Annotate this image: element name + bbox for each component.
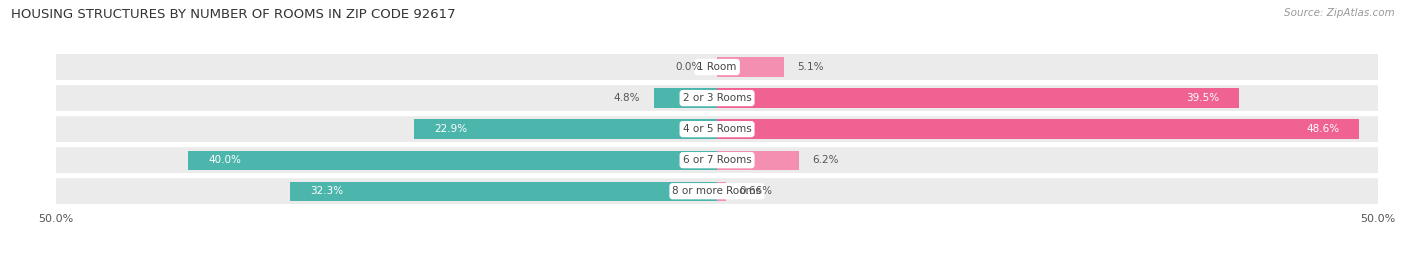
Bar	[56, 116, 1378, 142]
Bar	[717, 57, 785, 77]
Bar	[654, 89, 717, 108]
Bar	[56, 54, 1378, 80]
Bar	[415, 119, 717, 139]
Text: 32.3%: 32.3%	[309, 186, 343, 196]
Bar	[188, 151, 717, 170]
Bar	[717, 89, 1239, 108]
Bar	[290, 182, 717, 201]
Text: 0.0%: 0.0%	[675, 62, 702, 72]
Text: 8 or more Rooms: 8 or more Rooms	[672, 186, 762, 196]
Bar	[717, 119, 1360, 139]
Text: 4 or 5 Rooms: 4 or 5 Rooms	[683, 124, 751, 134]
Bar	[717, 151, 799, 170]
Text: Source: ZipAtlas.com: Source: ZipAtlas.com	[1284, 8, 1395, 18]
Bar	[56, 85, 1378, 111]
Text: 40.0%: 40.0%	[208, 155, 240, 165]
Text: 6 or 7 Rooms: 6 or 7 Rooms	[683, 155, 751, 165]
Bar	[56, 178, 1378, 204]
Text: 5.1%: 5.1%	[797, 62, 824, 72]
Text: 2 or 3 Rooms: 2 or 3 Rooms	[683, 93, 751, 103]
Bar	[717, 182, 725, 201]
Text: HOUSING STRUCTURES BY NUMBER OF ROOMS IN ZIP CODE 92617: HOUSING STRUCTURES BY NUMBER OF ROOMS IN…	[11, 8, 456, 21]
Text: 6.2%: 6.2%	[813, 155, 839, 165]
Text: 0.66%: 0.66%	[740, 186, 772, 196]
Text: 1 Room: 1 Room	[697, 62, 737, 72]
Text: 22.9%: 22.9%	[434, 124, 467, 134]
Text: 4.8%: 4.8%	[614, 93, 640, 103]
Text: 39.5%: 39.5%	[1187, 93, 1219, 103]
Text: 48.6%: 48.6%	[1306, 124, 1340, 134]
Bar	[56, 147, 1378, 173]
